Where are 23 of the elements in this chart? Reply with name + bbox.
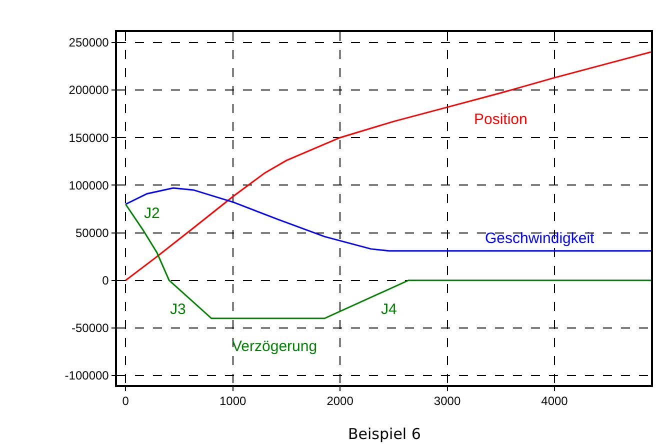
- series-label: Verzögerung: [232, 338, 318, 355]
- x-tick-label: 2000: [326, 394, 354, 408]
- series-label: Position: [474, 111, 528, 128]
- y-tick-label: 200000: [68, 83, 110, 98]
- y-tick-label: -50000: [71, 321, 110, 336]
- x-tick-label: 4000: [541, 394, 568, 408]
- annotation: J4: [381, 301, 397, 318]
- line-series: [124, 203, 651, 320]
- annotation: J2: [144, 205, 160, 222]
- annotation: J3: [170, 301, 186, 318]
- text: Beispiel 6: [348, 425, 421, 443]
- y-tick-label: 50000: [75, 226, 110, 240]
- y-tick-label: 250000: [68, 36, 110, 50]
- x-tick-label: 3000: [434, 394, 461, 408]
- line-series: [124, 51, 651, 282]
- x-tick-label: 0: [122, 394, 130, 408]
- x-tick-label: 1000: [219, 394, 246, 408]
- line-series: [124, 187, 651, 252]
- y-tick-label: 0: [102, 274, 110, 288]
- y-tick-label: 150000: [68, 130, 110, 145]
- y-tick-label: 100000: [68, 178, 110, 192]
- y-tick-label: -100000: [64, 368, 110, 383]
- series-label: Geschwindigkeit: [485, 230, 596, 247]
